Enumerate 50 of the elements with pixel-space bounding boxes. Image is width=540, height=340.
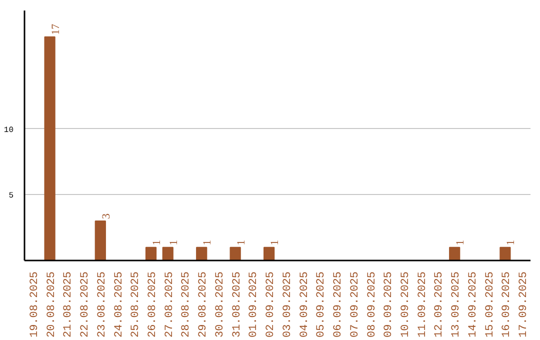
bar: [500, 246, 511, 260]
x-tick-label: 24.08.2025: [113, 271, 126, 338]
data-label: 1: [235, 240, 248, 246]
bar: [449, 246, 460, 260]
x-tick-label: 06.09.2025: [332, 271, 345, 338]
data-label: 1: [168, 240, 180, 246]
bar: [94, 220, 106, 260]
x-tick-label: 27.08.2025: [164, 271, 176, 338]
x-tick-label: 04.09.2025: [298, 271, 311, 338]
data-label: 1: [505, 240, 518, 246]
x-tick-label: 05.09.2025: [316, 271, 328, 338]
x-tick-label: 25.08.2025: [130, 271, 142, 338]
x-tick-label: 13.09.2025: [450, 271, 463, 338]
data-label: 1: [454, 240, 467, 246]
y-tick-label: 5: [8, 192, 14, 201]
x-tick-label: 15.09.2025: [484, 271, 496, 338]
x-tick-label: 30.08.2025: [214, 271, 226, 338]
x-tick-label: 28.08.2025: [180, 271, 193, 338]
y-tick-label: 10: [4, 126, 14, 135]
x-tick-label: 19.08.2025: [28, 271, 41, 338]
data-label: 3: [100, 213, 112, 220]
x-tick-label: 21.08.2025: [62, 271, 75, 338]
data-label: 1: [269, 240, 282, 246]
bar: [162, 246, 174, 260]
bar: [145, 246, 157, 260]
x-tick-label: 01.09.2025: [248, 271, 260, 338]
x-tick-label: 26.08.2025: [147, 271, 159, 338]
bar: [230, 246, 241, 260]
data-label: 17: [50, 23, 62, 35]
x-tick-label: 09.09.2025: [383, 271, 396, 338]
data-label: 1: [202, 240, 214, 246]
x-tick-label: 20.08.2025: [46, 271, 58, 338]
x-tick-label: 29.08.2025: [198, 271, 210, 338]
x-tick-label: 10.09.2025: [400, 271, 412, 338]
x-tick-label: 12.09.2025: [434, 271, 446, 338]
x-tick-label: 17.09.2025: [518, 271, 530, 338]
x-tick-label: 16.09.2025: [501, 271, 514, 338]
x-tick-label: 08.09.2025: [366, 271, 378, 338]
x-tick-label: 02.09.2025: [265, 271, 278, 338]
bar: [196, 246, 208, 260]
x-tick-label: 31.08.2025: [231, 271, 244, 338]
x-tick-label: 07.09.2025: [349, 271, 362, 338]
x-tick-label: 11.09.2025: [416, 271, 429, 338]
x-tick-label: 03.09.2025: [282, 271, 294, 338]
data-label: 1: [151, 240, 163, 246]
x-tick-label: 22.08.2025: [80, 271, 92, 338]
bar: [264, 246, 275, 260]
x-tick-label: 23.08.2025: [96, 271, 108, 338]
bar: [44, 36, 56, 260]
x-tick-label: 14.09.2025: [467, 271, 480, 338]
